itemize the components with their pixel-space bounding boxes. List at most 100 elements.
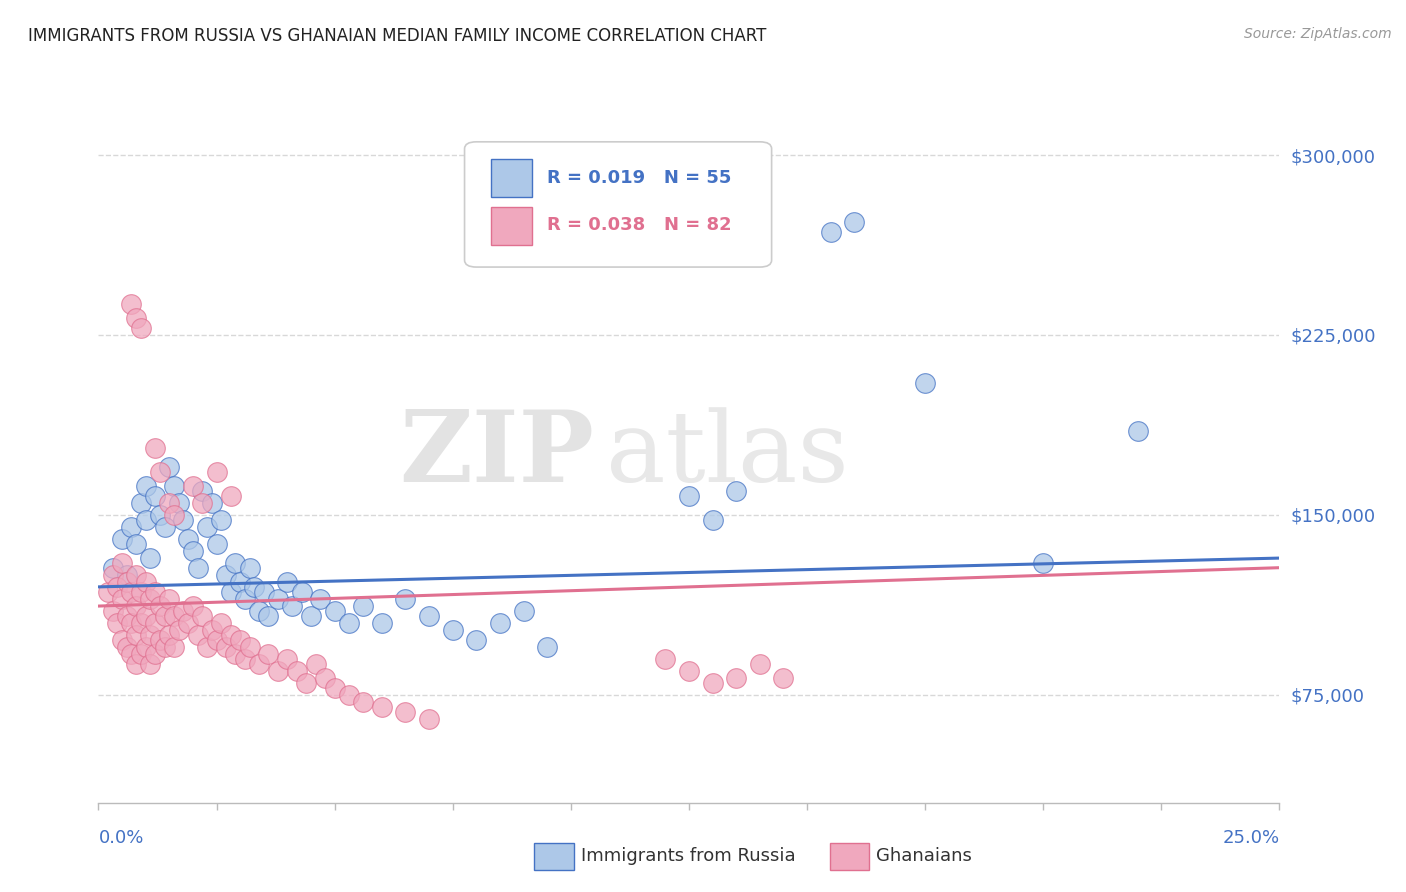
Point [337, 615, 360, 630]
Point [257, 647, 280, 661]
Point [725, 483, 748, 498]
Point [267, 591, 290, 606]
Point [299, 608, 322, 623]
Point [149, 632, 172, 647]
Point [121, 520, 143, 534]
Text: IMMIGRANTS FROM RUSSIA VS GHANAIAN MEDIAN FAMILY INCOME CORRELATION CHART: IMMIGRANTS FROM RUSSIA VS GHANAIAN MEDIA… [28, 27, 766, 45]
Point [181, 544, 204, 558]
Point [233, 591, 256, 606]
Point [121, 615, 143, 630]
Point [191, 483, 214, 498]
Point [125, 657, 148, 671]
Point [143, 615, 166, 630]
Text: 25.0%: 25.0% [1222, 830, 1279, 847]
Point [111, 632, 134, 647]
Point [844, 215, 866, 229]
Point [143, 489, 166, 503]
Point [101, 560, 124, 574]
Point [157, 496, 180, 510]
Point [239, 560, 262, 574]
Point [323, 681, 346, 695]
Point [115, 640, 138, 654]
Point [177, 532, 200, 546]
Point [191, 496, 214, 510]
Point [172, 513, 194, 527]
Point [205, 465, 228, 479]
Point [163, 640, 186, 654]
Point [139, 657, 162, 671]
Point [187, 560, 209, 574]
Point [247, 604, 270, 618]
Point [101, 604, 124, 618]
Point [654, 652, 676, 666]
Point [224, 556, 246, 570]
Point [149, 465, 172, 479]
Point [512, 604, 534, 618]
Point [121, 584, 143, 599]
Point [125, 628, 148, 642]
Text: ZIP: ZIP [399, 407, 595, 503]
Point [172, 604, 194, 618]
Point [215, 567, 238, 582]
Point [163, 508, 186, 522]
Point [153, 640, 176, 654]
Point [352, 599, 374, 613]
Point [121, 647, 143, 661]
Point [702, 513, 724, 527]
Point [371, 615, 394, 630]
Text: Ghanaians: Ghanaians [876, 847, 972, 865]
Point [489, 615, 512, 630]
Point [253, 584, 276, 599]
Point [115, 608, 138, 623]
Point [129, 320, 152, 334]
Point [1032, 556, 1054, 570]
Point [243, 580, 266, 594]
Point [163, 608, 186, 623]
Point [125, 311, 148, 326]
Point [465, 632, 488, 647]
Point [309, 591, 332, 606]
Point [536, 640, 558, 654]
Text: R = 0.019   N = 55: R = 0.019 N = 55 [547, 169, 731, 187]
Point [195, 520, 218, 534]
Text: Immigrants from Russia: Immigrants from Russia [581, 847, 796, 865]
Point [239, 640, 262, 654]
Point [209, 615, 232, 630]
Point [135, 479, 157, 493]
Point [125, 599, 148, 613]
Point [281, 599, 304, 613]
Point [139, 551, 162, 566]
Point [418, 608, 440, 623]
Point [1126, 424, 1149, 438]
Point [125, 537, 148, 551]
Point [678, 489, 700, 503]
Point [167, 623, 190, 637]
Point [153, 608, 176, 623]
Point [105, 580, 128, 594]
Point [121, 297, 143, 311]
Point [295, 676, 318, 690]
Point [418, 712, 440, 726]
Point [725, 671, 748, 685]
Point [276, 652, 298, 666]
Point [233, 652, 256, 666]
Point [191, 608, 214, 623]
Point [105, 615, 128, 630]
Point [267, 664, 290, 678]
Bar [491, 207, 531, 244]
Point [135, 575, 157, 590]
Point [820, 225, 842, 239]
Point [257, 608, 280, 623]
Point [371, 699, 394, 714]
Point [181, 599, 204, 613]
Point [305, 657, 328, 671]
Point [135, 608, 157, 623]
Point [285, 664, 308, 678]
Point [157, 591, 180, 606]
Point [276, 575, 298, 590]
Text: R = 0.038   N = 82: R = 0.038 N = 82 [547, 217, 733, 235]
Point [224, 647, 246, 661]
Point [111, 591, 134, 606]
Point [201, 623, 224, 637]
Point [702, 676, 724, 690]
